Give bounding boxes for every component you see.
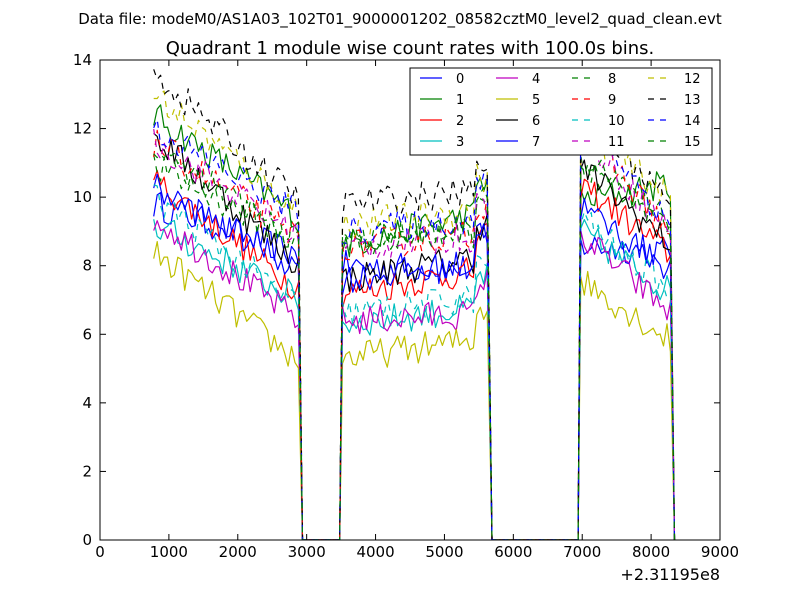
legend-label-11: 11 — [608, 135, 625, 150]
series-line-4 — [153, 220, 676, 540]
legend-label-14: 14 — [684, 114, 701, 129]
legend-label-7: 7 — [532, 135, 540, 150]
x-tick-label: 6000 — [494, 543, 532, 561]
series-line-5 — [153, 241, 676, 540]
legend-label-13: 13 — [684, 93, 701, 108]
x-tick-label: 7000 — [563, 543, 601, 561]
x-tick-label: 3000 — [288, 543, 326, 561]
series-line-13 — [153, 69, 676, 540]
y-tick-label: 0 — [82, 531, 92, 549]
y-tick-label: 8 — [82, 257, 92, 275]
plot-frame — [99, 59, 721, 541]
y-tick-label: 10 — [73, 188, 92, 206]
x-axis: 0 1000 2000 3000 4000 5000 6000 7000 8000 9000 — [95, 60, 739, 561]
y-tick-label: 4 — [82, 394, 92, 412]
legend-label-6: 6 — [532, 114, 540, 129]
legend-label-15: 15 — [684, 135, 701, 150]
x-tick-label: 8000 — [632, 543, 670, 561]
legend-label-2: 2 — [456, 114, 464, 129]
x-tick-label: 5000 — [425, 543, 463, 561]
chart-title: Quadrant 1 module wise count rates with … — [166, 38, 655, 59]
y-tick-label: 12 — [73, 120, 92, 138]
legend-label-0: 0 — [456, 72, 464, 87]
legend-label-12: 12 — [684, 72, 701, 87]
series-line-10 — [153, 184, 676, 540]
y-tick-label: 14 — [73, 51, 92, 69]
legend-label-1: 1 — [456, 93, 464, 108]
series-line-15 — [153, 152, 676, 540]
legend-label-5: 5 — [532, 93, 540, 108]
y-tick-label: 2 — [82, 462, 92, 480]
y-tick-label: 6 — [82, 325, 92, 343]
legend-label-8: 8 — [608, 72, 616, 87]
series-line-3 — [153, 219, 676, 540]
x-offset-label: +2.31195e8 — [620, 565, 720, 584]
x-tick-label: 2000 — [219, 543, 257, 561]
series-line-11 — [153, 129, 676, 540]
series-line-6 — [153, 132, 676, 540]
legend-label-3: 3 — [456, 135, 464, 150]
series-line-7 — [153, 173, 676, 540]
legend-label-4: 4 — [532, 72, 540, 87]
x-tick-label: 9000 — [701, 543, 739, 561]
x-tick-label: 4000 — [356, 543, 394, 561]
legend-label-9: 9 — [608, 93, 616, 108]
x-tick-label: 0 — [95, 543, 105, 561]
legend-label-10: 10 — [608, 114, 625, 129]
figure-suptitle: Data file: modeM0/AS1A03_102T01_90000012… — [78, 10, 722, 29]
series-line-2 — [153, 169, 676, 540]
x-tick-label: 1000 — [150, 543, 188, 561]
